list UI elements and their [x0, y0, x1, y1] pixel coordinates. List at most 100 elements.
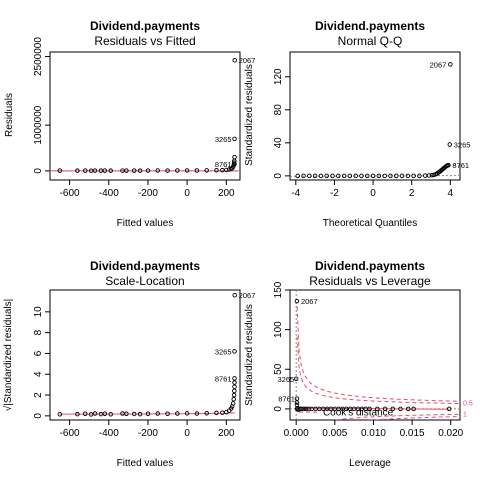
panel-4-legend-label: Cook's distance: [323, 408, 394, 419]
panel-3-subtitle: Scale-Location: [105, 274, 184, 288]
panel-2-point: [405, 173, 411, 179]
panel-1-point: [231, 162, 236, 168]
panel-3-ytick-label: 10: [33, 306, 44, 318]
panel-2-xtick-label: 4: [448, 188, 454, 199]
panel-1-point: [131, 168, 137, 173]
panel-1-plot-area: [50, 57, 240, 173]
panel-2-point-label: 3265: [454, 140, 471, 149]
panel-3-point: [145, 411, 151, 417]
panel-3-point: [175, 411, 180, 416]
panel-3-xtick-label: -200: [138, 428, 158, 439]
panel-2-point: [295, 173, 300, 179]
panel-2-point: [353, 173, 358, 179]
panel-4-point: [411, 406, 416, 412]
panel-1-xtick-label: 0: [184, 188, 190, 199]
panel-4-ytick-label: 150: [273, 281, 284, 298]
panel-4-cooks-contour: [367, 416, 460, 420]
panel-3-outlier-point: [232, 376, 237, 381]
panel-2-point: [301, 173, 306, 179]
panel-3-smooth-line: [59, 412, 235, 415]
panel-3-point: [124, 411, 129, 417]
panel-1-point-label: 3265: [215, 135, 232, 144]
panel-4-point: [375, 406, 380, 412]
panel-2-plot-area: [290, 62, 460, 179]
panel-1-point: [155, 168, 160, 173]
panel-2-ytick-label: 120: [273, 68, 284, 85]
panel-2-point: [411, 173, 416, 179]
panel-1-point: [224, 167, 229, 173]
panel-4-outlier-point: [294, 396, 300, 401]
panel-3-plot-area: [57, 292, 237, 417]
panel-3-xtick-label: 0: [184, 428, 190, 439]
panel-3-ytick-label: 6: [33, 350, 44, 356]
panel-1-point: [175, 168, 180, 173]
panel-4-smooth-line: [297, 407, 450, 410]
panel-2-point-label: 8761: [452, 161, 469, 170]
panel-4-marks: 0.000 0.005 0.010 0.015 0.020 0 50 100 150 2067 32…: [273, 281, 473, 439]
panel-4-point: [446, 406, 452, 412]
panel-1-ytick-label: 0: [33, 168, 44, 174]
panel-4-outlier-point: [294, 298, 300, 304]
panel-2-point: [382, 173, 387, 179]
panel-4-point: [367, 406, 372, 412]
panel-4-point-label: 2067: [301, 297, 318, 306]
panel-residuals-vs-leverage: Dividend.payments Residuals vs Leverage …: [244, 259, 473, 469]
panel-4-point: [301, 406, 307, 412]
panel-1-title: Dividend.payments: [90, 19, 200, 33]
panel-4-ytick-label: 100: [273, 321, 284, 338]
panel-2-point: [365, 173, 370, 179]
panel-4-point: [299, 406, 304, 412]
panel-3-ytick-label: 0: [33, 413, 44, 419]
panel-2-ylabel: Standardized residuals: [244, 64, 255, 166]
panel-4-xtick-label: 0.015: [400, 428, 425, 439]
panel-3-point: [137, 411, 143, 417]
panel-4-xtick-label: 0.010: [361, 428, 386, 439]
panel-1-xlabel: Fitted values: [117, 218, 174, 229]
panel-1-point: [184, 168, 190, 173]
panel-normal-qq: Dividend.payments Normal Q-Q Theoretical…: [244, 19, 470, 229]
panel-4-point: [405, 406, 411, 412]
panel-4-ytick-label: 0: [273, 406, 284, 412]
panel-2-point: [426, 173, 432, 178]
panel-2-point: [388, 173, 393, 179]
panel-2-xtick-label: 2: [409, 188, 415, 199]
panel-3-point: [231, 392, 237, 398]
panel-3-xtick-label: 200: [218, 428, 235, 439]
panel-4-subtitle: Residuals vs Leverage: [309, 274, 431, 288]
panel-4-point: [303, 406, 309, 412]
panel-2-subtitle: Normal Q-Q: [338, 34, 403, 48]
panel-2-outlier-point: [446, 162, 451, 168]
panel-3-point: [204, 410, 209, 416]
panel-3-ylabel: √|Standardized residuals|: [2, 299, 14, 411]
panel-2-xtick-label: 0: [370, 188, 376, 199]
panel-4-plot-area: [290, 290, 460, 420]
panel-4-point: [382, 406, 388, 412]
panel-2-outlier-point: [448, 62, 453, 67]
panel-4-cooks-contour: [296, 336, 460, 405]
panel-1-point: [102, 168, 108, 173]
panel-1-point: [92, 168, 98, 173]
panel-2-point: [394, 173, 399, 179]
panel-3-xlabel: Fitted values: [117, 458, 174, 469]
panel-3-point: [165, 411, 170, 417]
panel-3-outlier-point: [232, 292, 237, 298]
panel-3-xtick-label: -600: [60, 428, 80, 439]
panel-4-cooks-level-label: 0.5: [463, 401, 473, 408]
panel-3-point: [88, 412, 94, 417]
panel-2-point: [324, 173, 329, 179]
panel-1-point: [194, 168, 200, 173]
panel-1-outlier-point: [232, 57, 237, 63]
panel-2-title: Dividend.payments: [315, 19, 425, 33]
panel-1-point: [165, 168, 170, 173]
panel-1-point: [214, 168, 219, 173]
panel-1-point: [83, 168, 88, 173]
panel-3-title: Dividend.payments: [90, 259, 200, 273]
panel-3-frame: [49, 289, 241, 421]
panel-4-point-label: 8761: [278, 395, 295, 404]
panel-2-point: [370, 173, 376, 179]
panel-1-ytick-label: 1000000: [33, 105, 44, 144]
panel-3-ytick-label: 2: [33, 392, 44, 398]
panel-1-xtick-label: -200: [138, 188, 158, 199]
panel-3-point: [232, 384, 237, 389]
